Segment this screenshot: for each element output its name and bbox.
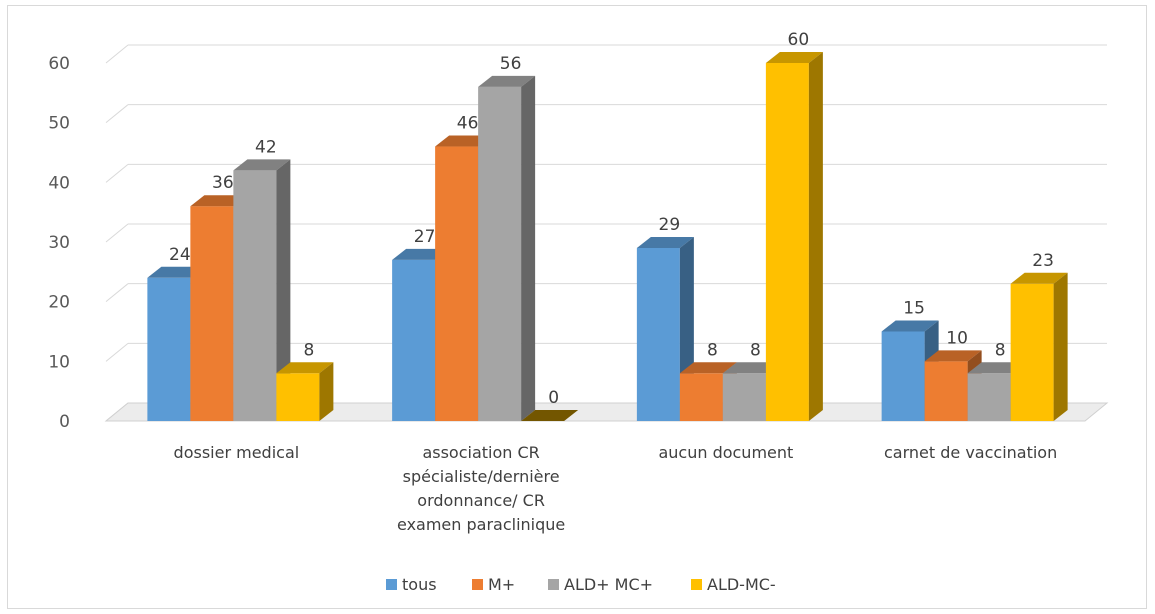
bar-chart: 0 10 20 30 40 50 60 24 36 42 8 27 46 56 0 29 8 8 60 15 10 8 23…: [48, 30, 1109, 594]
bar-m-: [924, 361, 968, 421]
chart-frame: 0 10 20 30 40 50 60 24 36 42 8 27 46 56 0 29 8 8 60 15 10 8 23…: [7, 5, 1147, 609]
x-category-label: spécialiste/dernière: [403, 467, 560, 486]
bar-top: [276, 362, 334, 374]
data-label: 36: [212, 173, 234, 193]
data-label: 56: [500, 54, 522, 74]
bar-top: [967, 362, 1025, 374]
data-label: 46: [457, 114, 479, 134]
y-tick-label: 50: [48, 114, 70, 134]
bar-top: [233, 159, 291, 171]
bar-ald-mc-: [967, 373, 1011, 421]
bar-top: [147, 266, 205, 278]
data-label: 24: [169, 245, 191, 265]
legend-swatch: [472, 579, 483, 590]
bar-ald-mc-: [722, 373, 766, 421]
bar-tous: [392, 259, 436, 421]
bar-top: [392, 248, 450, 260]
gridline-depth: [105, 104, 129, 124]
bar-m-: [679, 373, 723, 421]
bar-top: [435, 135, 493, 147]
legend-label: ALD+ MC+: [564, 575, 653, 594]
x-category-label: ordonnance/ CR: [417, 491, 545, 510]
data-label: 60: [788, 30, 810, 50]
data-label: 8: [995, 340, 1006, 360]
bar-ald-mc-: [1010, 283, 1054, 421]
gridline-depth: [105, 283, 129, 303]
bar-tous: [636, 247, 680, 421]
legend-swatch: [386, 579, 397, 590]
data-label: 27: [414, 227, 436, 247]
y-tick-label: 60: [48, 54, 70, 74]
gridline-depth: [105, 223, 129, 243]
legend-swatch: [548, 579, 559, 590]
gridline-depth: [105, 44, 129, 64]
gridline-depth: [105, 163, 129, 183]
bar-side: [521, 75, 536, 421]
data-label: 29: [659, 215, 681, 235]
data-label: 42: [255, 137, 277, 157]
bar-ald-mc-: [233, 170, 277, 421]
y-tick-label: 30: [48, 233, 70, 253]
bar-top: [881, 320, 939, 332]
bar-top: [765, 52, 823, 63]
y-tick-label: 20: [48, 293, 70, 313]
y-tick-label: 10: [48, 352, 70, 372]
data-label: 8: [303, 340, 314, 360]
bar-side: [808, 52, 823, 421]
bar-top: [636, 236, 694, 248]
bar-top: [1010, 272, 1068, 284]
data-label: 10: [946, 328, 968, 348]
y-tick-label: 40: [48, 173, 70, 193]
x-category-label: examen paraclinique: [397, 515, 565, 534]
bar-top: [521, 410, 579, 421]
bar-ald-mc-: [478, 86, 522, 421]
bar-ald-mc-: [276, 373, 320, 421]
bar-top: [190, 195, 248, 207]
data-label: 8: [707, 340, 718, 360]
bar-tous: [147, 277, 191, 421]
bar-ald-mc-: [765, 63, 809, 421]
gridline-depth: [105, 342, 129, 362]
data-label: 15: [903, 299, 925, 319]
bar-tous: [881, 331, 925, 421]
x-category-label: dossier medical: [174, 443, 300, 462]
y-tick-label: 0: [59, 412, 70, 432]
data-label: 8: [750, 340, 761, 360]
bar-top: [478, 75, 536, 87]
bar-top: [924, 350, 982, 362]
bar-top: [722, 362, 780, 374]
x-category-label: carnet de vaccination: [884, 443, 1057, 462]
x-category-label: association CR: [422, 443, 539, 462]
bar-top: [679, 362, 737, 374]
bar-side: [1053, 272, 1068, 421]
data-label: 23: [1032, 251, 1054, 271]
x-category-label: aucun document: [658, 443, 793, 462]
bar-side: [319, 362, 334, 421]
legend-label: M+: [488, 575, 515, 594]
bar-m-: [435, 146, 479, 422]
legend-label: tous: [402, 575, 437, 594]
legend-label: ALD-MC-: [707, 575, 776, 594]
legend-swatch: [691, 579, 702, 590]
bar-side: [276, 159, 291, 421]
data-label: 0: [548, 388, 559, 408]
bar-m-: [190, 206, 234, 421]
